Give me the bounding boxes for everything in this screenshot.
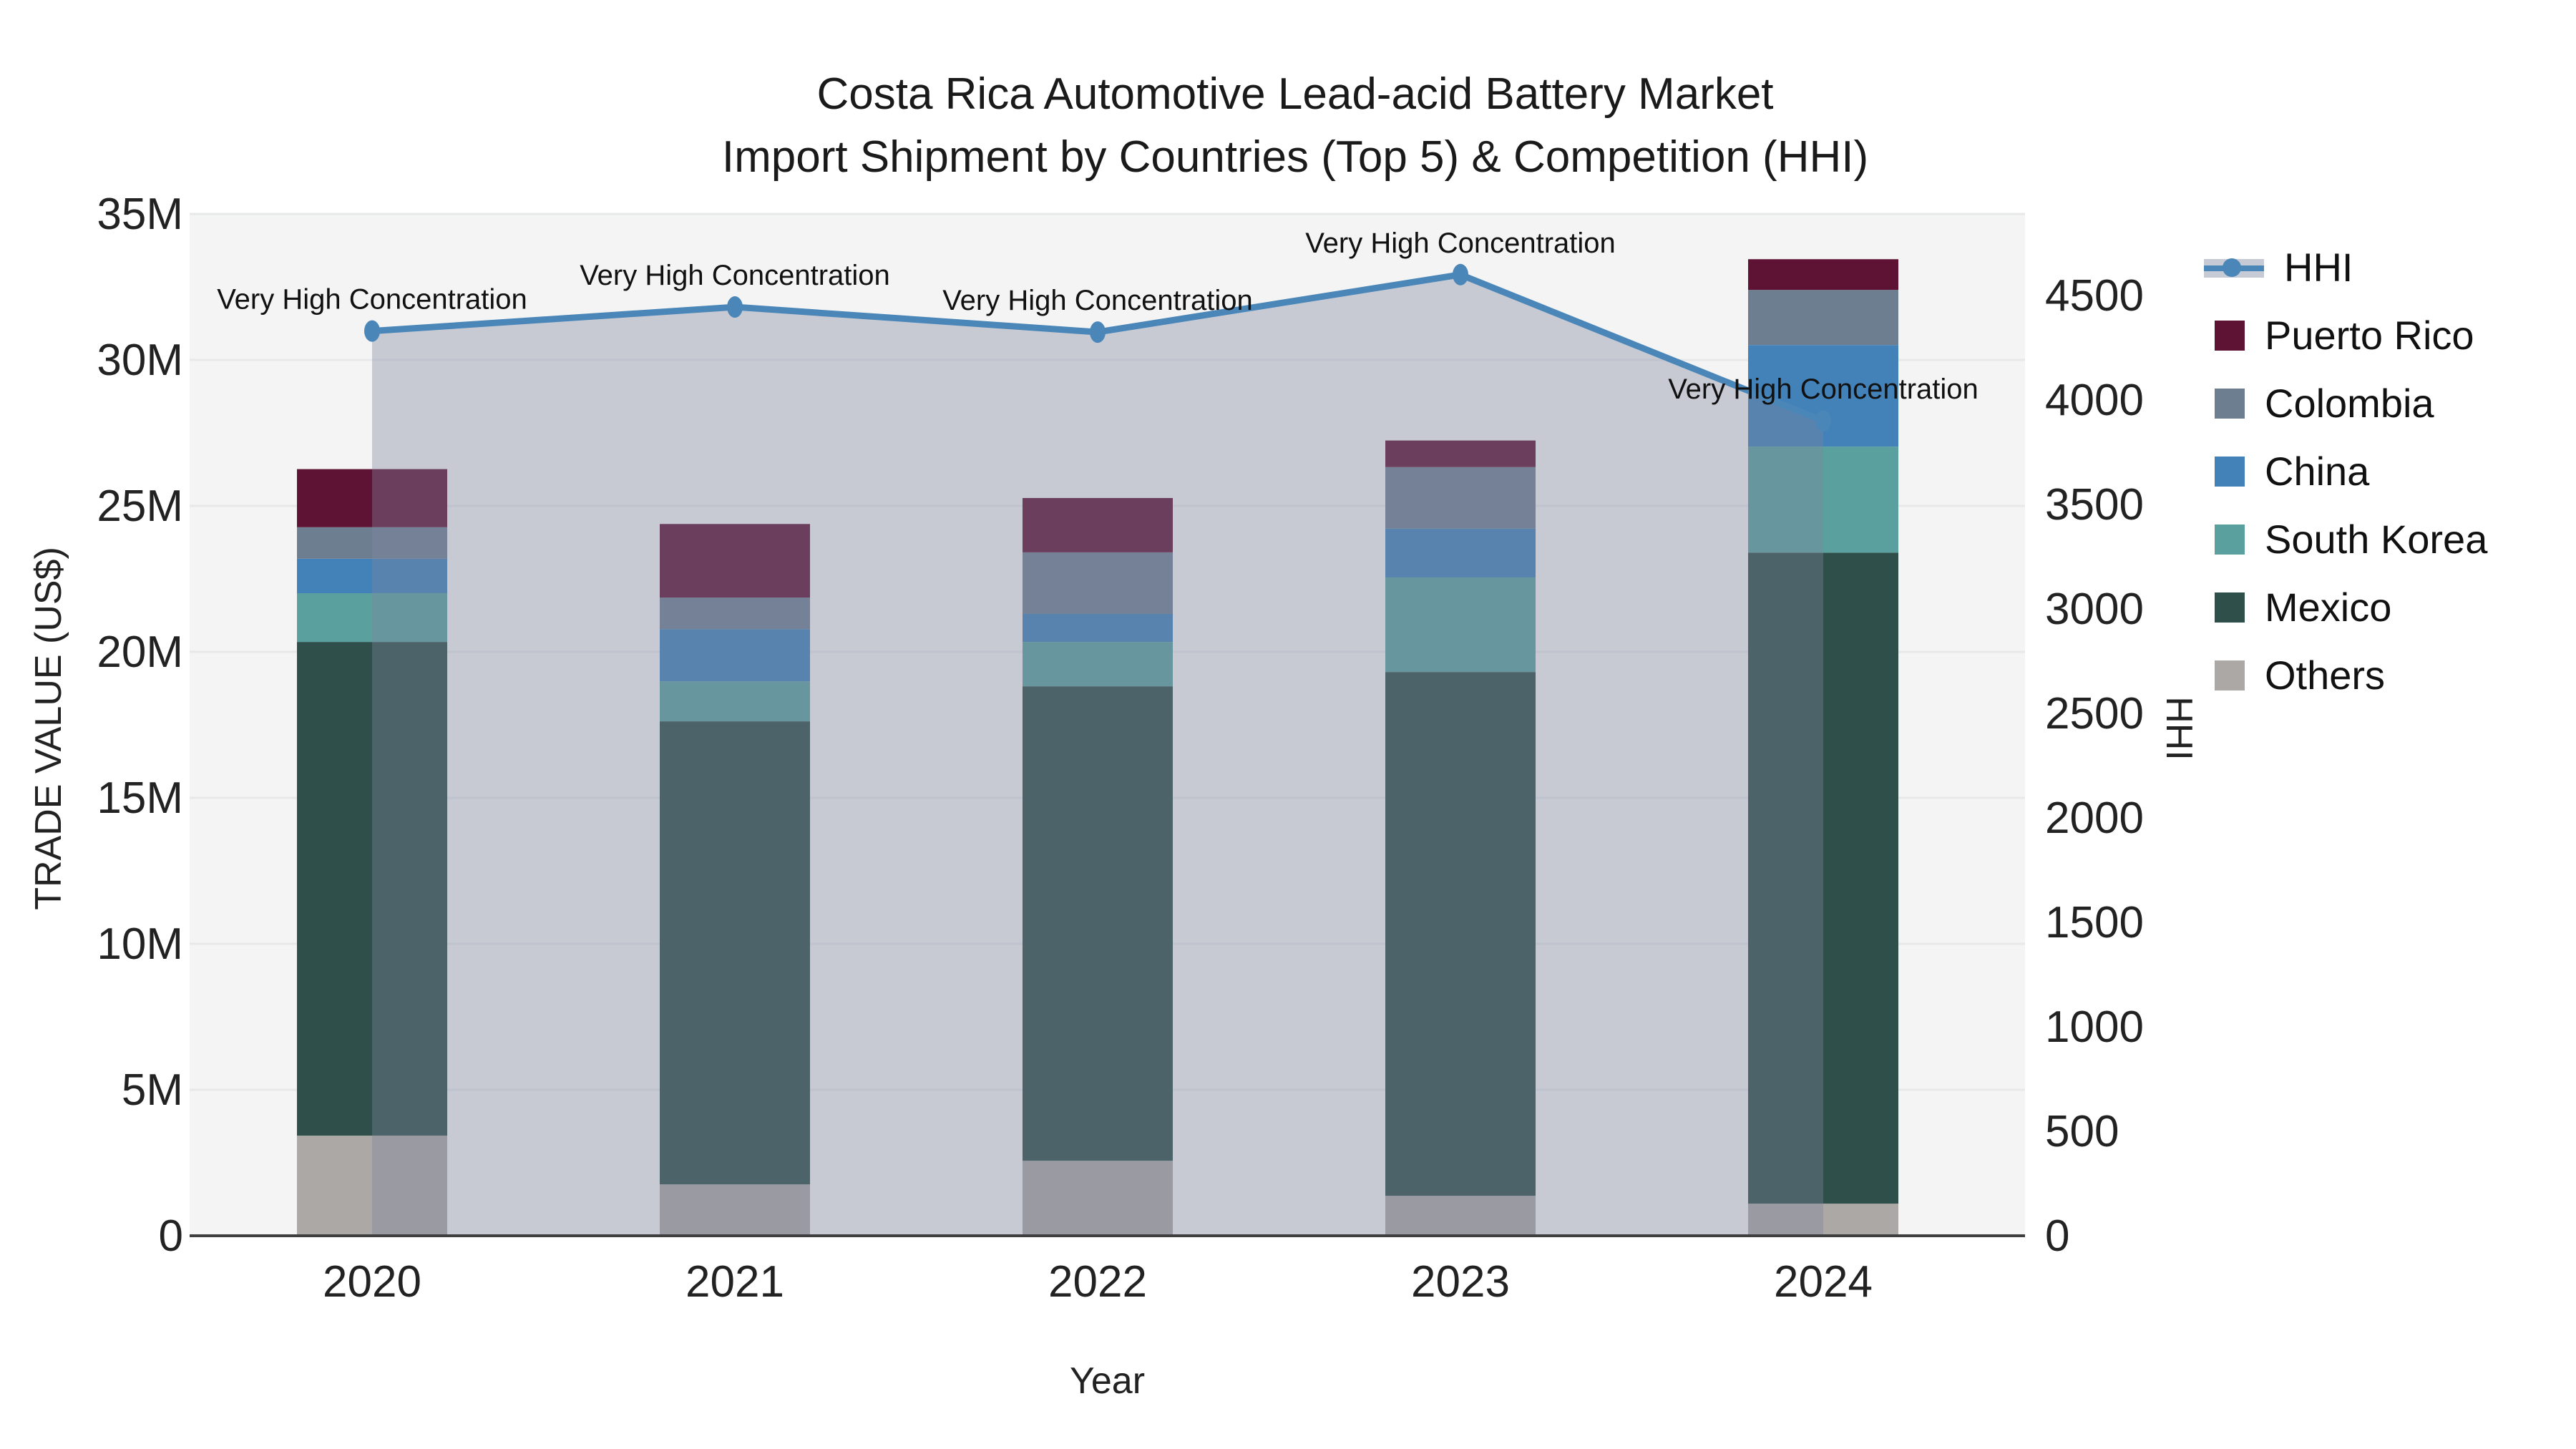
bar-segment-colombia-2022[interactable]	[1023, 552, 1173, 614]
y-right-tick-label: 4500	[2045, 271, 2144, 321]
legend-item-china[interactable]: China	[2204, 437, 2487, 505]
y-left-tick-label: 0	[159, 1211, 183, 1261]
hhi-area-fill	[372, 274, 1823, 1236]
y-right-tick-label: 500	[2045, 1107, 2119, 1156]
y-right-tick-label: 3500	[2045, 480, 2144, 530]
legend-label: Colombia	[2265, 381, 2434, 426]
y-left-tick-label: 5M	[122, 1065, 183, 1115]
legend-label: China	[2265, 449, 2370, 494]
bar-segment-south-korea-2023[interactable]	[1385, 577, 1536, 673]
hhi-marker-swatch	[2223, 258, 2241, 277]
bar-segment-others-2022[interactable]	[1023, 1161, 1173, 1236]
legend-item-mexico[interactable]: Mexico	[2204, 573, 2487, 641]
y-right-tick-label: 4000	[2045, 376, 2144, 425]
bar-segment-china-2022[interactable]	[1023, 613, 1173, 643]
x-tick-label-2023: 2023	[1411, 1257, 1510, 1307]
chart-title: Costa Rica Automotive Lead-acid Battery …	[14, 63, 2576, 189]
color-swatch-icon	[2215, 592, 2245, 623]
bar-segment-mexico-2021[interactable]	[660, 721, 810, 1185]
chart-title-line2: Import Shipment by Countries (Top 5) & C…	[721, 132, 1869, 182]
y-right-tick-label: 2500	[2045, 689, 2144, 738]
x-tick-label-2021: 2021	[686, 1257, 784, 1307]
y-left-tick-label: 15M	[97, 774, 183, 823]
y-right-tick-label: 3000	[2045, 585, 2144, 634]
x-axis-title: Year	[1069, 1360, 1146, 1402]
legend-item-colombia[interactable]: Colombia	[2204, 369, 2487, 437]
bar-segment-colombia-2021[interactable]	[660, 597, 810, 630]
legend: HHI Puerto Rico Colombia China South Kor…	[2204, 233, 2487, 709]
annotation-2021: Very High Concentration	[580, 260, 890, 291]
legend-label: South Korea	[2265, 517, 2488, 562]
bar-segment-mexico-2023[interactable]	[1385, 672, 1536, 1196]
color-swatch-icon	[2215, 456, 2245, 487]
annotation-2022: Very High Concentration	[942, 285, 1253, 316]
color-swatch-icon	[2215, 660, 2245, 691]
bar-segment-mexico-2022[interactable]	[1023, 686, 1173, 1161]
legend-item-puerto-rico[interactable]: Puerto Rico	[2204, 301, 2487, 369]
legend-item-south-korea[interactable]: South Korea	[2204, 505, 2487, 573]
bar-segment-puerto-rico-2022[interactable]	[1023, 497, 1173, 552]
bar-segment-china-2021[interactable]	[660, 629, 810, 682]
annotation-2020: Very High Concentration	[217, 284, 527, 316]
bar-segment-colombia-2023[interactable]	[1385, 467, 1536, 529]
bar-segment-colombia-2020[interactable]	[297, 527, 447, 559]
hhi-line-sample-icon	[2204, 253, 2264, 283]
hhi-marker-2021[interactable]	[727, 296, 743, 318]
bar-segment-puerto-rico-2021[interactable]	[660, 524, 810, 598]
bar-segment-mexico-2024[interactable]	[1748, 552, 1898, 1204]
hhi-marker-2020[interactable]	[364, 320, 380, 342]
x-tick-label-2022: 2022	[1048, 1257, 1147, 1307]
bar-segment-colombia-2024[interactable]	[1748, 290, 1898, 346]
legend-label: Others	[2265, 653, 2386, 698]
y-axis-right-title: HHI	[2158, 696, 2200, 761]
hhi-marker-2023[interactable]	[1453, 263, 1468, 286]
bar-segment-south-korea-2024[interactable]	[1748, 447, 1898, 553]
y-left-tick-label: 35M	[97, 190, 183, 239]
legend-item-hhi[interactable]: HHI	[2204, 233, 2487, 301]
color-swatch-icon	[2215, 320, 2245, 351]
annotation-2024: Very High Concentration	[1668, 374, 1979, 405]
color-swatch-icon	[2215, 388, 2245, 419]
y-left-tick-label: 20M	[97, 628, 183, 677]
y-axis-left-title: TRADE VALUE (US$)	[28, 547, 69, 910]
bar-segment-others-2020[interactable]	[297, 1136, 447, 1236]
bar-segment-others-2023[interactable]	[1385, 1196, 1536, 1236]
annotation-2023: Very High Concentration	[1305, 228, 1616, 259]
bar-segment-china-2020[interactable]	[297, 558, 447, 593]
y-right-tick-label: 1000	[2045, 1002, 2144, 1052]
x-tick-label-2020: 2020	[323, 1257, 421, 1307]
bar-segment-puerto-rico-2023[interactable]	[1385, 440, 1536, 467]
y-left-tick-label: 30M	[97, 336, 183, 385]
legend-item-others[interactable]: Others	[2204, 641, 2487, 709]
y-right-tick-label: 2000	[2045, 794, 2144, 843]
y-right-tick-label: 1500	[2045, 898, 2144, 947]
y-left-tick-label: 10M	[97, 919, 183, 969]
bar-segment-others-2021[interactable]	[660, 1184, 810, 1236]
bar-segment-south-korea-2022[interactable]	[1023, 642, 1173, 687]
bar-segment-mexico-2020[interactable]	[297, 642, 447, 1136]
x-tick-label-2024: 2024	[1774, 1257, 1873, 1307]
bar-segment-south-korea-2020[interactable]	[297, 592, 447, 643]
legend-label: Puerto Rico	[2265, 313, 2474, 358]
bar-segment-puerto-rico-2020[interactable]	[297, 469, 447, 527]
bar-segment-china-2023[interactable]	[1385, 528, 1536, 577]
bar-segment-others-2024[interactable]	[1748, 1204, 1898, 1236]
legend-label: HHI	[2284, 245, 2353, 290]
legend-label: Mexico	[2265, 585, 2392, 630]
y-right-tick-label: 0	[2045, 1211, 2069, 1261]
color-swatch-icon	[2215, 524, 2245, 555]
chart-title-line1: Costa Rica Automotive Lead-acid Battery …	[816, 69, 1774, 119]
y-left-tick-label: 25M	[97, 482, 183, 531]
bar-segment-south-korea-2021[interactable]	[660, 681, 810, 722]
hhi-marker-2024[interactable]	[1815, 410, 1831, 432]
bar-segment-puerto-rico-2024[interactable]	[1748, 259, 1898, 291]
hhi-marker-2022[interactable]	[1090, 321, 1106, 343]
